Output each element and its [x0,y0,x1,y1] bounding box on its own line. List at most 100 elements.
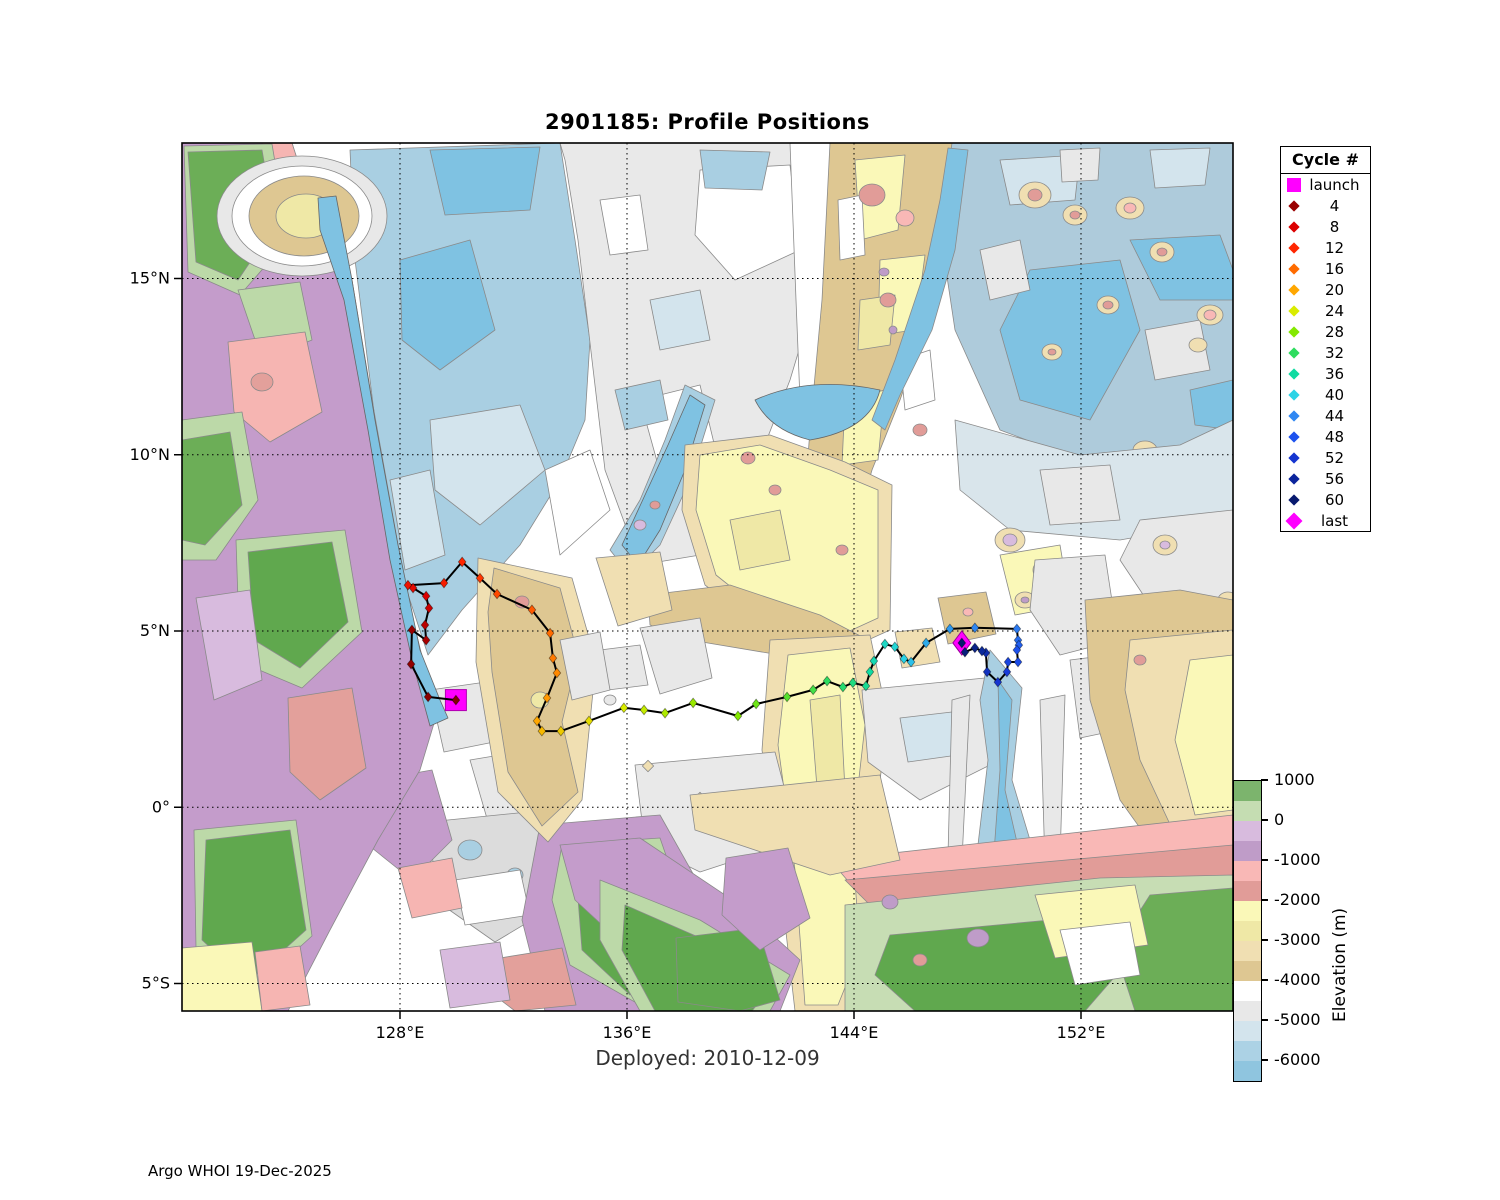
legend-row: 56 [1281,468,1370,489]
legend-label: launch [1309,175,1360,194]
legend-label: 40 [1324,385,1345,404]
x-tick-label: 152°E [1057,1023,1106,1042]
profile-point [451,694,461,706]
grid-lines [182,143,1233,1011]
legend-label: 44 [1324,406,1345,425]
profile-point [782,691,792,703]
profile-point [993,676,1003,688]
legend-diamond-marker-icon [1288,220,1300,233]
profile-point [880,638,890,650]
profile-point [639,704,649,716]
elevation-colorbar [1233,780,1262,1082]
legend-diamond-marker-icon [1288,409,1300,422]
x-tick-label: 136°E [603,1023,652,1042]
profile-point [921,637,931,649]
legend-label: 24 [1324,301,1345,320]
colorbar-tick-label: -1000 [1274,850,1321,869]
colorbar-band [1234,921,1261,941]
colorbar-band [1234,1061,1261,1081]
colorbar-tick-label: -3000 [1274,930,1321,949]
legend-diamond-marker-icon [1288,367,1300,380]
profile-point [660,707,670,719]
y-tick-label: 15°N [130,269,170,288]
legend-label: 8 [1329,217,1340,236]
profile-point [406,658,416,670]
legend-label: 16 [1324,259,1345,278]
legend-diamond-marker-icon [1288,493,1300,506]
credit-text: Argo WHOI 19-Dec-2025 [148,1162,332,1180]
axis-ticks [174,277,1082,1019]
profile-point [970,622,980,634]
profile-point [848,677,858,689]
x-axis-tick-labels: 128°E 136°E 144°E 152°E [376,1023,1106,1042]
legend-row: launch [1281,174,1370,195]
colorbar-tick-label: 0 [1274,810,1285,829]
profile-point [439,577,449,589]
profile-point [865,666,875,678]
colorbar-tick [1261,859,1268,861]
legend-label: 28 [1324,322,1345,341]
profile-point [532,715,542,727]
legend-row: 48 [1281,426,1370,447]
profile-point [960,646,970,658]
float-trajectory [403,556,1024,737]
colorbar-tick [1261,779,1268,781]
legend-row: 60 [1281,489,1370,510]
legend-diamond-marker-icon [1288,346,1300,359]
legend-row: 8 [1281,216,1370,237]
legend-label: 48 [1324,427,1345,446]
legend-title: Cycle # [1281,147,1370,174]
legend-diamond-marker-icon [1285,512,1303,529]
legend-row: 44 [1281,405,1370,426]
legend-label: 56 [1324,469,1345,488]
legend-row: 32 [1281,342,1370,363]
y-tick-label: 10°N [130,445,170,464]
profile-point [492,588,502,600]
profile-point [537,725,547,737]
legend-diamond-marker-icon [1288,241,1300,254]
profile-point [1002,666,1012,678]
cycle-legend: Cycle # launch 4 8 12 16 20 24 28 32 36 40 44 48 52 56… [1280,146,1371,532]
profile-point [421,590,431,602]
colorbar-tick [1261,819,1268,821]
colorbar-band [1234,1001,1261,1021]
page-title: 2901185: Profile Positions [545,110,870,134]
profile-point [1012,623,1022,635]
legend-label: 36 [1324,364,1345,383]
colorbar-band [1234,781,1261,801]
profile-point [619,702,629,714]
legend-label: 20 [1324,280,1345,299]
colorbar-tick-label: 1000 [1274,770,1315,789]
profile-point [548,652,558,664]
profile-point [906,656,916,668]
trajectory-line [406,560,1020,733]
colorbar-axis-label: Elevation (m) [1330,907,1350,1022]
legend-label: 4 [1329,196,1340,215]
profile-point [424,602,434,614]
profile-point [457,556,467,568]
profile-point [1003,656,1013,668]
colorbar-tick [1261,979,1268,981]
x-tick-label: 128°E [376,1023,425,1042]
colorbar-band [1234,821,1261,841]
profile-point [899,653,909,665]
profile-point [403,579,413,591]
profile-point [945,623,955,635]
legend-diamond-marker-icon [1288,283,1300,296]
legend-diamond-marker-icon [1288,430,1300,443]
colorbar-band [1234,961,1261,981]
legend-row: 16 [1281,258,1370,279]
profile-point [890,641,900,653]
colorbar-band [1234,941,1261,961]
legend-row: 12 [1281,237,1370,258]
colorbar-band [1234,981,1261,1001]
legend-label: 32 [1324,343,1345,362]
colorbar-band [1234,1041,1261,1061]
profile-point [552,667,562,679]
profile-point [423,691,433,703]
colorbar-tick-label: -4000 [1274,970,1321,989]
profile-point [970,642,980,654]
colorbar-tick [1261,1059,1268,1061]
y-tick-label: 0° [152,797,170,816]
profile-point [545,627,555,639]
